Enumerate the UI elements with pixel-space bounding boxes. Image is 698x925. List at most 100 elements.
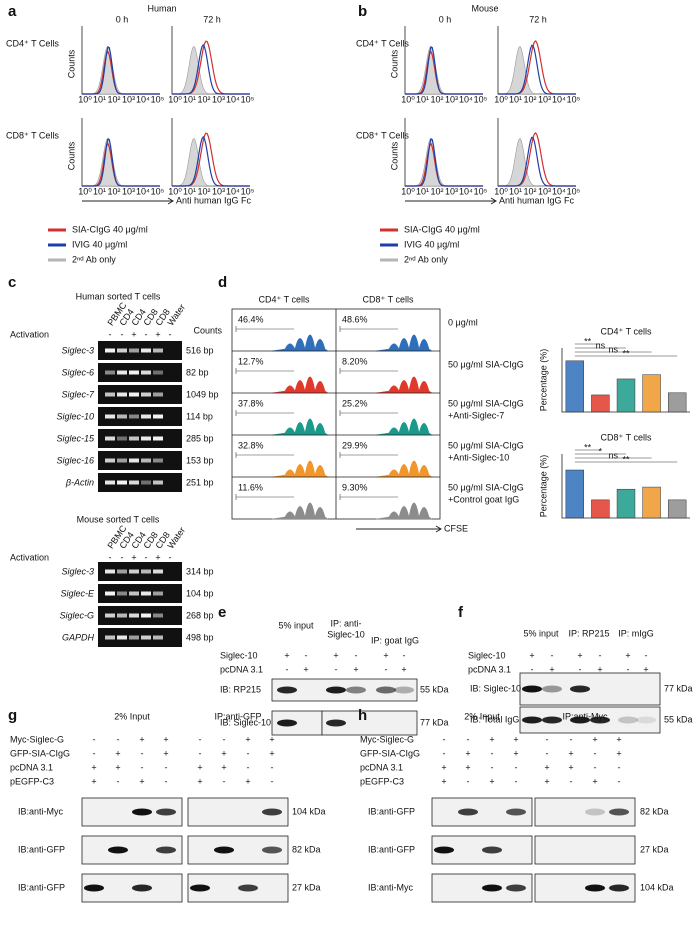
gel-strip (98, 363, 182, 382)
condition-label: 0 μg/ml (448, 317, 478, 327)
condition-name: Siglec-10 (220, 650, 258, 660)
gene-name: Siglec-E (60, 588, 95, 598)
blot-band (262, 808, 282, 816)
band-size: 498 bp (186, 632, 214, 642)
lane-sign: - (467, 776, 470, 786)
histogram-fill (172, 46, 250, 95)
gel-band (129, 370, 139, 375)
gel-band (129, 458, 139, 463)
lane-sign: - (599, 650, 602, 660)
bar (591, 499, 610, 519)
gel-strip (98, 606, 182, 625)
x-tick-label: 10² (197, 186, 210, 196)
gate-line (339, 494, 398, 500)
blot-band (394, 686, 414, 694)
bar (565, 360, 585, 413)
cfse-histogram (271, 502, 329, 520)
gel-band (153, 370, 163, 375)
lane-sign: + (577, 650, 582, 660)
lane-sign: + (568, 762, 573, 772)
gene-name: Siglec-3 (61, 566, 94, 576)
x-tick-label: 10⁵ (151, 186, 165, 196)
gel-title: Human sorted T cells (76, 291, 161, 301)
band-size: 1049 bp (186, 389, 219, 399)
gel-band (153, 458, 163, 463)
band-size: 82 bp (186, 367, 209, 377)
histogram-fill (498, 138, 576, 187)
band-size: 285 bp (186, 433, 214, 443)
gel-band (105, 591, 115, 596)
histogram-line (405, 138, 483, 187)
time-label: 0 h (116, 14, 129, 24)
bar (642, 486, 661, 519)
gene-name: Siglec-6 (61, 367, 94, 377)
band-size: 251 bp (186, 477, 214, 487)
lane-sign: + (353, 664, 358, 674)
lane-sign: - (93, 748, 96, 758)
significance-mark: ** (622, 454, 630, 464)
lane-sign: + (549, 664, 554, 674)
blot-band (326, 686, 346, 694)
lane-sign: + (592, 776, 597, 786)
gel-band (105, 458, 115, 463)
gel-band (129, 569, 139, 574)
x-tick-label: 10³ (212, 186, 225, 196)
gel-band (129, 348, 139, 353)
condition-label: 50 μg/ml SIA-CIgG (448, 359, 524, 369)
gel-band (129, 392, 139, 397)
lane-sign: - (93, 734, 96, 744)
condition-name: pEGFP-C3 (10, 776, 54, 786)
gate-percentage: 46.4% (238, 314, 264, 324)
x-tick-label: 10⁵ (241, 186, 255, 196)
y-axis-label: Counts (66, 49, 76, 78)
lane-sign: + (284, 650, 289, 660)
gate-percentage: 37.8% (238, 398, 264, 408)
gel-band (141, 569, 151, 574)
gate-line (235, 368, 294, 374)
activation-sign: - (169, 329, 172, 339)
gel-band (117, 635, 127, 640)
blot-name: IB:anti-GFP (368, 806, 415, 816)
x-tick-label: 10² (523, 94, 536, 104)
lane-sign: + (115, 762, 120, 772)
band-size: 114 bp (186, 411, 213, 421)
lane-sign: - (223, 776, 226, 786)
x-tick-label: 10⁰ (78, 186, 92, 196)
lane-sign: - (247, 748, 250, 758)
gel-strip (98, 385, 182, 404)
x-tick-label: 10³ (538, 94, 551, 104)
x-tick-label: 10⁵ (241, 94, 255, 104)
gel-strip (98, 429, 182, 448)
lane-sign: + (616, 734, 621, 744)
condition-label: 50 μg/ml SIA-CIgG (448, 398, 524, 408)
ip-header: 5% input (523, 628, 559, 638)
lane-sign: - (117, 734, 120, 744)
blot-name: IB: Siglec-10 (470, 683, 521, 693)
blot-band (585, 808, 605, 816)
histogram-fill (172, 138, 250, 187)
y-axis-label: Counts (389, 49, 399, 78)
gel-band (117, 414, 127, 419)
y-axis-label: Counts (66, 141, 76, 170)
gel-band (141, 613, 151, 618)
panel-label: f (458, 604, 464, 621)
lane-sign: + (513, 748, 518, 758)
gel-band (117, 392, 127, 397)
band-size: 104 bp (186, 588, 214, 598)
histogram-line (405, 50, 483, 95)
cfse-histogram (375, 502, 433, 520)
condition-name: Myc-Siglec-G (360, 734, 414, 744)
x-tick-label: 10³ (445, 94, 458, 104)
gel-band (153, 348, 163, 353)
gel-band (153, 591, 163, 596)
lane-sign: - (271, 776, 274, 786)
condition-name: pEGFP-C3 (360, 776, 404, 786)
histogram-line (172, 43, 250, 95)
lane-sign: + (401, 664, 406, 674)
blot-size: 104 kDa (640, 882, 674, 892)
condition-name: pcDNA 3.1 (360, 762, 403, 772)
activation-label: Activation (10, 329, 49, 339)
gate-percentage: 25.2% (342, 398, 368, 408)
histogram-fill (405, 138, 483, 187)
lane-sign: + (544, 776, 549, 786)
